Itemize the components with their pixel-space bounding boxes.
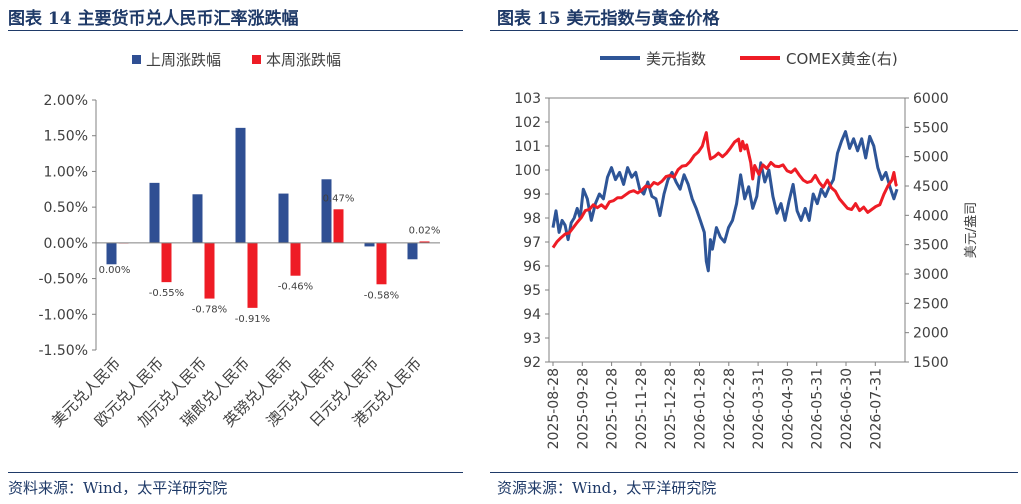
left-tick-label: 101 xyxy=(514,139,541,155)
x-tick-label: 2026-07-31 xyxy=(868,368,884,449)
legend-label-last-week: 上周涨跌幅 xyxy=(146,51,221,69)
bar-data-labels: 0.00% -0.55% -0.78% -0.91% -0.46% 0.47% -0.58%… xyxy=(99,193,441,325)
right-tick-label: 2500 xyxy=(913,296,949,312)
left-tick-label: 100 xyxy=(514,163,541,179)
bar-y-tick-label: 1.50% xyxy=(44,129,88,145)
right-source-divider xyxy=(490,472,1018,473)
right-axis-unit-label: 美元/盎司 xyxy=(964,202,979,258)
bar-y-tick-label: -1.00% xyxy=(38,307,88,323)
bar-data-label: -0.58% xyxy=(364,290,399,301)
bar-last-week xyxy=(278,193,289,243)
bar-data-label: 0.47% xyxy=(323,193,355,204)
line-right-axis-ticks: 6000 5500 5000 4500 4000 3500 3000 2500 2000 1500 xyxy=(905,91,949,371)
bar-y-axis-ticks: 2.00% 1.50% 1.00% 0.50% 0.00% -0.50% -1.00% -1.… xyxy=(38,93,96,359)
x-tick-label: 2026-06-30 xyxy=(839,368,855,449)
usd-index-gold-line-chart: 美元指数 COMEX黄金(右) 103 102 101 100 99 98 97 96 95 94… xyxy=(514,50,979,449)
right-tick-label: 5000 xyxy=(913,150,949,166)
bar-last-week xyxy=(149,182,160,243)
bar-marks xyxy=(106,127,430,308)
x-tick-label: 2025-10-28 xyxy=(605,368,621,449)
bar-last-week xyxy=(235,127,246,243)
bar-last-week xyxy=(106,242,117,265)
bar-last-week xyxy=(321,179,332,243)
x-tick-label: 2026-02-28 xyxy=(722,368,738,449)
legend-swatch-last-week xyxy=(132,55,141,64)
bar-legend: 上周涨跌幅 本周涨跌幅 xyxy=(132,51,341,69)
right-tick-label: 2000 xyxy=(913,326,949,342)
right-tick-label: 4500 xyxy=(913,179,949,195)
left-source-divider xyxy=(8,472,463,473)
usd-index-line xyxy=(551,130,899,273)
left-tick-label: 97 xyxy=(523,235,541,251)
right-tick-label: 3500 xyxy=(913,238,949,254)
left-tick-label: 103 xyxy=(514,91,541,107)
bar-last-week xyxy=(192,194,203,243)
gold-price-line xyxy=(551,131,899,249)
legend-label-usd-index: 美元指数 xyxy=(646,50,706,68)
left-tick-label: 95 xyxy=(523,283,541,299)
legend-label-gold: COMEX黄金(右) xyxy=(786,50,898,68)
left-tick-label: 93 xyxy=(523,331,541,347)
line-left-axis-ticks: 103 102 101 100 99 98 97 96 95 94 93 92 xyxy=(514,91,549,371)
right-source-note: 资源来源：Wind，太平洋研究院 xyxy=(497,479,717,497)
left-tick-label: 92 xyxy=(523,355,541,371)
line-legend: 美元指数 COMEX黄金(右) xyxy=(600,50,898,68)
x-tick-label: 2026-03-31 xyxy=(751,368,767,449)
left-tick-label: 102 xyxy=(514,115,541,131)
bar-data-label: -0.78% xyxy=(192,305,227,316)
right-tick-label: 3000 xyxy=(913,267,949,283)
line-series xyxy=(551,130,899,273)
left-tick-label: 96 xyxy=(523,259,541,275)
x-tick-label: 2026-04-30 xyxy=(780,368,796,449)
right-tick-label: 1500 xyxy=(913,355,949,371)
x-tick-label: 2026-05-31 xyxy=(810,368,826,449)
bar-y-tick-label: 0.50% xyxy=(44,200,88,216)
right-tick-label: 5500 xyxy=(913,120,949,136)
x-tick-label: 2026-01-28 xyxy=(693,368,709,449)
left-tick-label: 94 xyxy=(523,307,541,323)
x-tick-label: 2025-08-28 xyxy=(546,368,562,449)
bar-this-week xyxy=(247,242,258,308)
right-tick-label: 4000 xyxy=(913,208,949,224)
left-title-divider xyxy=(8,30,463,31)
right-panel-title: 图表 15 美元指数与黄金价格 xyxy=(497,9,720,29)
bar-y-tick-label: 0.00% xyxy=(44,236,88,252)
bar-y-tick-label: -0.50% xyxy=(38,272,88,288)
left-panel-title: 图表 14 主要货币兑人民币汇率涨跌幅 xyxy=(8,9,299,29)
fx-change-bar-chart: 上周涨跌幅 本周涨跌幅 2.00% 1.50% 1.00% 0.50% 0.00% -0.… xyxy=(38,51,441,430)
line-plot-frame xyxy=(548,97,906,363)
bar-this-week xyxy=(290,242,301,276)
x-tick-label: 2025-11-28 xyxy=(634,368,650,449)
x-tick-label: 2025-12-28 xyxy=(663,368,679,449)
right-title-divider xyxy=(490,30,1018,31)
legend-swatch-this-week xyxy=(252,55,261,64)
x-tick-label: 2025-09-28 xyxy=(575,368,591,449)
bar-y-tick-label: -1.50% xyxy=(38,343,88,359)
bar-last-week xyxy=(407,242,418,260)
left-source-note: 资料来源：Wind，太平洋研究院 xyxy=(8,479,228,497)
bar-this-week xyxy=(161,242,172,283)
legend-label-this-week: 本周涨跌幅 xyxy=(266,51,341,69)
bar-data-label: 0.00% xyxy=(99,265,131,276)
right-tick-label: 6000 xyxy=(913,91,949,107)
bar-this-week xyxy=(204,242,215,299)
left-tick-label: 99 xyxy=(523,187,541,203)
left-tick-label: 98 xyxy=(523,211,541,227)
bar-data-label: -0.91% xyxy=(235,314,270,325)
bar-data-label: 0.02% xyxy=(409,225,441,236)
bar-this-week xyxy=(376,242,387,285)
bar-this-week xyxy=(333,209,344,243)
line-x-axis-ticks: 2025-08-28 2025-09-28 2025-10-28 2025-11-28… xyxy=(546,362,884,449)
bar-last-week xyxy=(364,242,375,247)
bar-this-week xyxy=(419,241,430,243)
bar-data-label: -0.46% xyxy=(278,282,313,293)
bar-data-label: -0.55% xyxy=(149,288,184,299)
bar-y-tick-label: 1.00% xyxy=(44,164,88,180)
bar-y-tick-label: 2.00% xyxy=(44,93,88,109)
